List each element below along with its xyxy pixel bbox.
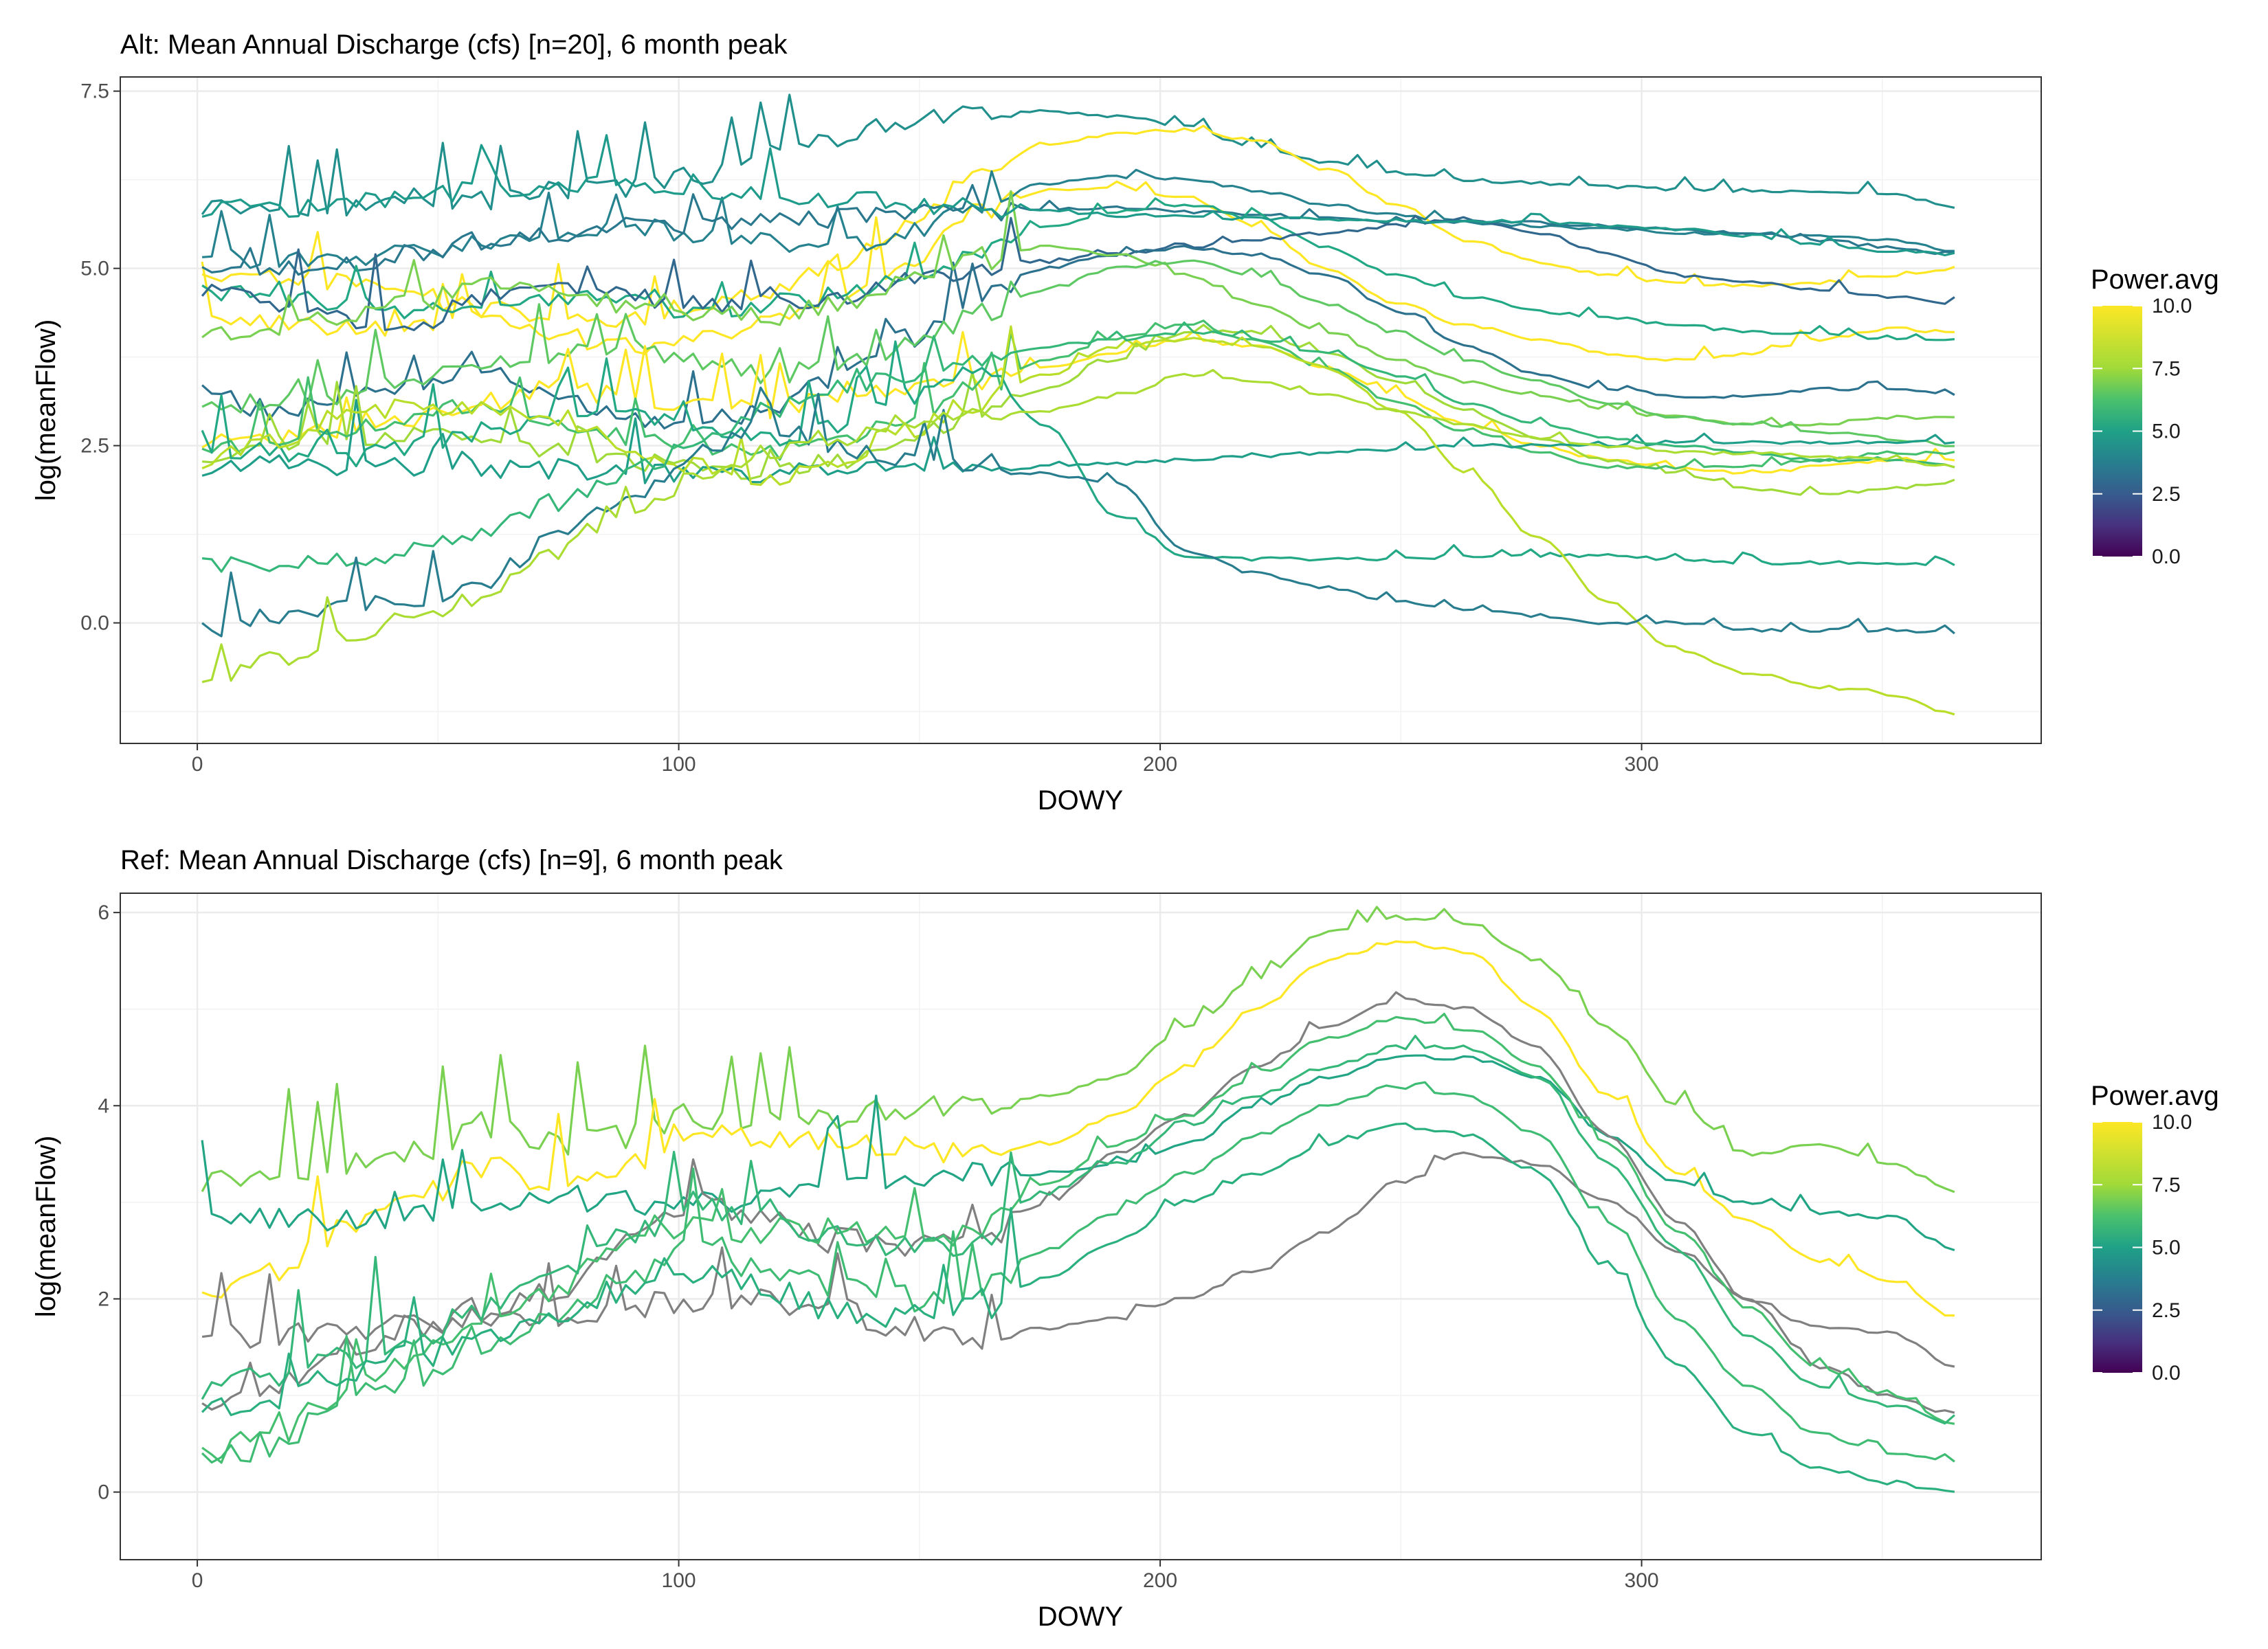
panel-alt-grid [120, 77, 2041, 743]
series-line [201, 1054, 1955, 1252]
colorbar-tick-label: 2.5 [2152, 1299, 2181, 1322]
colorbar-tick-label: 10.0 [2152, 295, 2192, 317]
panel-ref-legend: Power.avg 0.0 2.5 5.0 7.5 10.0 [2091, 1081, 2219, 1384]
y-tick-label: 0 [98, 1481, 109, 1504]
series-line [201, 245, 1955, 430]
series-line [201, 93, 1955, 217]
series-line [201, 1013, 1955, 1464]
series-line [201, 1122, 1955, 1493]
y-tick-label: 2 [98, 1288, 109, 1310]
series-line [201, 1035, 1955, 1425]
panel-alt-title: Alt: Mean Annual Discharge (cfs) [n=20],… [120, 30, 788, 60]
panel-alt-legend: Power.avg 0.0 2.5 5.0 7.5 10.0 [2091, 265, 2219, 568]
x-tick-label: 200 [1143, 1569, 1177, 1592]
colorbar-tick-label: 0.0 [2152, 1362, 2181, 1384]
colorbar-tick-label: 0.0 [2152, 546, 2181, 568]
panel-ref-legend-title: Power.avg [2091, 1081, 2219, 1111]
series-line [201, 190, 1955, 427]
panel-ref-title: Ref: Mean Annual Discharge (cfs) [n=9], … [120, 845, 783, 875]
panel-alt-frame [120, 76, 2042, 744]
colorbar-tick-label: 2.5 [2152, 483, 2181, 506]
x-tick-label: 0 [192, 753, 203, 776]
y-tick-label: 2.5 [80, 435, 109, 458]
colorbar-tick-label: 5.0 [2152, 420, 2181, 443]
series-line [201, 259, 1955, 447]
panel-ref: Ref: Mean Annual Discharge (cfs) [n=9], … [31, 845, 2219, 1632]
series-line [201, 1081, 1955, 1464]
colorbar-tick-label: 7.5 [2152, 1174, 2181, 1196]
x-tick-label: 300 [1625, 753, 1659, 776]
x-tick-label: 100 [662, 753, 696, 776]
panel-alt-series [201, 93, 1955, 716]
panel-alt: Alt: Mean Annual Discharge (cfs) [n=20],… [31, 30, 2219, 816]
panel-ref-series [201, 906, 1955, 1493]
series-line [201, 940, 1955, 1317]
panel-alt-x-axis-title: DOWY [1038, 785, 1123, 816]
colorbar-tick-label: 5.0 [2152, 1237, 2181, 1259]
series-line [201, 325, 1955, 716]
x-tick-label: 300 [1625, 1569, 1659, 1592]
panel-alt-ticks: 0 100 200 300 0.0 2.5 5.0 7.5 [80, 80, 1658, 776]
series-line [201, 321, 1955, 573]
panel-ref-frame [120, 893, 2042, 1560]
panel-ref-ticks: 0 100 200 300 0 2 4 6 [98, 901, 1658, 1592]
series-line [201, 134, 1955, 257]
panel-alt-legend-title: Power.avg [2091, 265, 2219, 295]
x-tick-label: 100 [662, 1569, 696, 1592]
series-line [201, 386, 1955, 638]
panel-ref-y-axis-title: log(meanFlow) [31, 1136, 61, 1318]
y-tick-label: 7.5 [80, 80, 109, 103]
y-tick-label: 5.0 [80, 258, 109, 280]
colorbar-tick-label: 10.0 [2152, 1111, 2192, 1134]
series-line [201, 180, 1955, 362]
series-line [201, 1151, 1955, 1368]
series-line [201, 124, 1955, 328]
series-line [201, 330, 1955, 475]
series-line [201, 340, 1955, 566]
panel-ref-grid [120, 893, 2041, 1560]
y-tick-label: 0.0 [80, 612, 109, 635]
panel-ref-x-axis-title: DOWY [1038, 1602, 1123, 1632]
series-line [201, 906, 1955, 1193]
series-line [201, 991, 1955, 1414]
panel-alt-y-axis-title: log(meanFlow) [31, 319, 61, 502]
y-tick-label: 4 [98, 1095, 109, 1117]
x-tick-label: 0 [192, 1569, 203, 1592]
series-line [201, 369, 1955, 684]
colorbar-tick-label: 7.5 [2152, 357, 2181, 380]
series-line [201, 214, 1955, 331]
x-tick-label: 200 [1143, 753, 1177, 776]
y-tick-label: 6 [98, 901, 109, 924]
series-line [201, 324, 1955, 496]
